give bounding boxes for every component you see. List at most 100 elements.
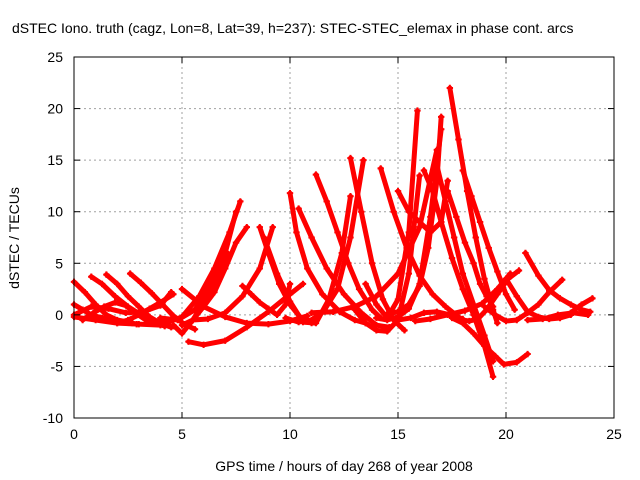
data-point xyxy=(273,311,281,319)
data-point xyxy=(347,193,354,200)
data-point xyxy=(282,314,289,322)
data-point xyxy=(92,316,99,324)
data-point xyxy=(416,272,423,279)
data-point xyxy=(481,303,488,310)
data-point xyxy=(101,303,108,310)
data-point xyxy=(295,205,302,212)
data-point xyxy=(450,234,458,241)
data-point xyxy=(558,276,566,283)
data-point xyxy=(470,260,477,267)
data-point xyxy=(200,303,207,310)
data-point xyxy=(178,321,186,329)
data-point xyxy=(459,316,466,324)
data-point xyxy=(513,316,520,324)
data-point xyxy=(401,327,408,334)
data-point xyxy=(485,244,492,252)
data-point xyxy=(304,265,311,272)
data-point xyxy=(427,229,434,236)
data-point xyxy=(222,309,229,316)
data-point xyxy=(114,319,121,327)
data-point xyxy=(185,338,192,345)
data-point xyxy=(189,316,196,324)
x-tick-label: 0 xyxy=(70,426,78,442)
data-point xyxy=(323,198,330,205)
data-point xyxy=(81,288,88,296)
data-point xyxy=(239,282,246,290)
data-point xyxy=(373,301,380,308)
data-point xyxy=(122,309,130,316)
data-point xyxy=(308,234,315,241)
data-point xyxy=(489,373,497,380)
data-point xyxy=(420,309,428,316)
y-tick-label: 20 xyxy=(47,101,63,117)
data-point xyxy=(88,303,95,310)
data-point xyxy=(340,291,348,298)
chart-title: dSTEC Iono. truth (cagz, Lon=8, Lat=39, … xyxy=(12,20,573,36)
data-point xyxy=(394,296,402,303)
y-tick-label: 5 xyxy=(55,255,63,271)
data-point xyxy=(455,136,462,143)
data-point xyxy=(448,314,456,322)
data-point xyxy=(416,282,423,290)
data-point xyxy=(438,218,445,226)
data-point xyxy=(470,330,477,337)
data-point xyxy=(312,171,320,178)
data-point xyxy=(429,187,436,195)
data-point xyxy=(394,308,402,315)
data-point xyxy=(522,249,529,257)
data-point xyxy=(256,265,263,272)
data-point xyxy=(511,306,518,313)
data-point xyxy=(554,311,562,319)
data-point xyxy=(535,301,542,308)
data-point xyxy=(446,84,454,92)
data-point xyxy=(584,311,592,319)
data-point xyxy=(368,260,376,267)
data-point xyxy=(468,193,475,200)
data-point xyxy=(524,316,531,324)
data-point xyxy=(414,107,421,114)
data-point xyxy=(513,359,520,366)
data-point xyxy=(492,311,499,319)
data-point xyxy=(269,223,276,231)
data-point xyxy=(535,272,542,279)
x-tick-label: 15 xyxy=(390,426,406,442)
data-point xyxy=(304,312,311,320)
data-point xyxy=(433,308,441,315)
data-point xyxy=(170,291,177,298)
data-point xyxy=(368,306,376,313)
data-point xyxy=(384,310,391,318)
data-point xyxy=(461,239,469,246)
data-point xyxy=(433,162,441,169)
y-tick-label: 10 xyxy=(47,204,63,220)
data-point xyxy=(405,270,412,277)
y-tick-label: 15 xyxy=(47,152,63,168)
data-point xyxy=(407,314,415,322)
data-point xyxy=(308,316,315,324)
data-point xyxy=(191,326,199,333)
data-point xyxy=(355,285,363,293)
data-point xyxy=(476,218,484,226)
data-point xyxy=(178,285,186,293)
data-point xyxy=(556,295,564,302)
data-point xyxy=(90,309,97,316)
data-point xyxy=(256,223,263,231)
data-point xyxy=(524,350,531,358)
data-point xyxy=(459,270,466,277)
data-point xyxy=(351,316,358,324)
data-point xyxy=(459,167,466,174)
data-point xyxy=(384,328,391,335)
data-point xyxy=(569,309,577,316)
data-point xyxy=(308,309,315,316)
data-point xyxy=(135,320,142,328)
data-point xyxy=(489,358,497,365)
data-point xyxy=(494,291,501,298)
data-point xyxy=(286,280,294,288)
data-point xyxy=(472,234,479,241)
data-point xyxy=(146,316,153,324)
data-point xyxy=(137,279,145,287)
data-point xyxy=(243,223,250,231)
data-point xyxy=(157,314,164,322)
data-point xyxy=(474,315,482,323)
data-point xyxy=(334,229,341,236)
data-point xyxy=(481,342,488,349)
